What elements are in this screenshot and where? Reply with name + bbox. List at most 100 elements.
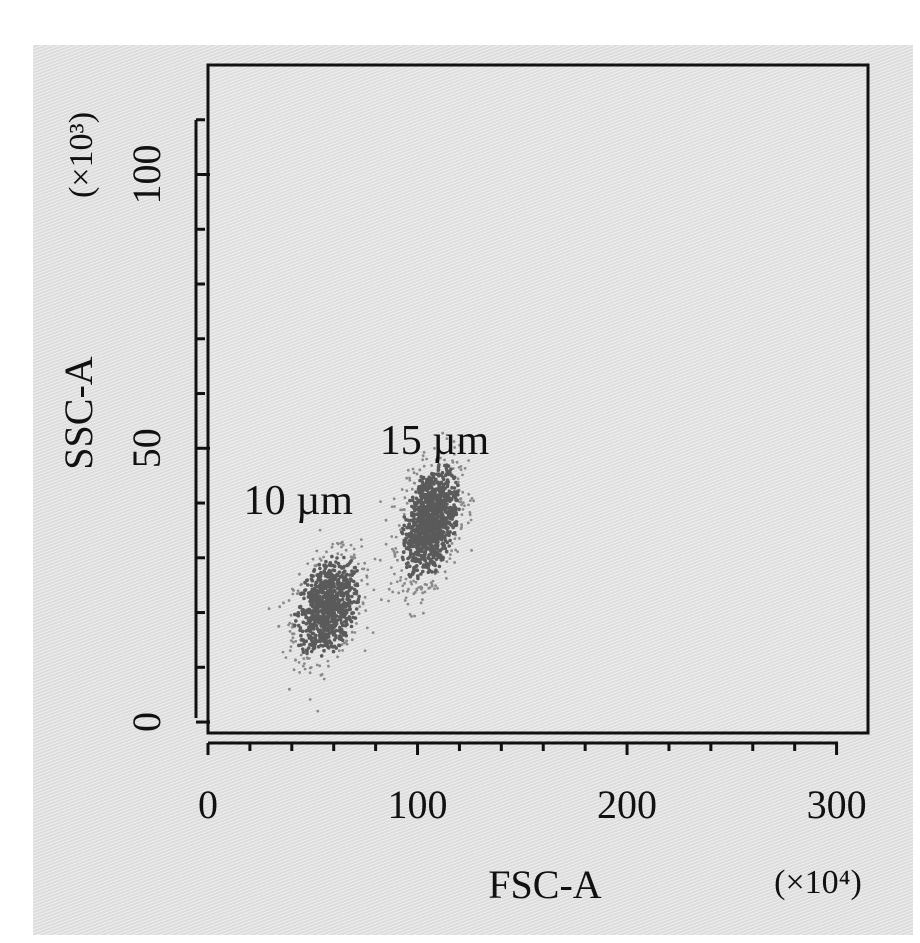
scatter-point [409,530,414,534]
scatter-point [337,615,342,619]
scatter-point [307,636,312,640]
scatter-point [457,466,461,469]
scatter-point [433,446,436,450]
scatter-point [314,640,318,644]
scatter-point [436,508,440,513]
scatter-point [430,583,434,586]
scatter-point [319,616,323,621]
scatter-point [421,529,425,534]
scatter-point [308,698,312,701]
scatter-point [337,649,341,653]
scatter-point [317,589,322,593]
scatter-point [291,636,295,640]
scatter-point [324,637,328,642]
scatter-point [282,601,285,605]
scatter-point [302,591,306,596]
scatter-point [350,594,354,599]
x-tick-label: 300 [807,782,867,827]
scatter-point [423,485,427,490]
scatter-point [434,487,439,491]
scatter-point [438,528,442,533]
scatter-point [460,523,463,527]
scatter-point [420,549,425,554]
scatter-point [397,524,401,527]
scatter-point [331,633,336,637]
scatter-point [469,518,473,522]
scatter-point [399,576,403,579]
x-tick-label: 100 [388,782,448,827]
scatter-point [302,588,307,593]
scatter-point [309,666,313,669]
scatter-point [441,483,446,488]
scatter-point [330,554,334,559]
scatter-point [423,551,428,555]
scatter-point [452,490,457,494]
scatter-point [437,555,442,560]
scatter-point [330,592,335,597]
scatter-point [432,482,436,486]
scatter-point [421,591,424,595]
scatter-point [433,587,436,591]
scatter-point [410,513,414,518]
scatter-point [315,549,319,553]
scatter-point [341,623,345,628]
scatter-point [436,467,441,472]
scatter-point [341,608,345,612]
scatter-point [335,556,339,560]
scatter-point [440,508,445,512]
scatter-point [421,543,425,547]
scatter-point [426,547,431,551]
scatter-point [427,563,431,567]
scatter-point [436,586,439,590]
scatter-point [467,459,470,462]
scatter-point [427,568,432,573]
scatter-point [459,500,463,504]
scatter-point [428,502,433,507]
scatter-point [450,542,454,545]
scatter-point [401,527,406,532]
scatter-point [345,563,349,568]
scatter-point [308,624,313,629]
scatter-point [392,497,396,501]
scatter-point [399,579,402,582]
scatter-point [335,579,340,583]
scatter-point [443,498,448,503]
scatter-point [314,584,319,589]
scatter-point [288,630,292,633]
y-unit-label: (×10³) [63,112,100,198]
scatter-point [323,579,327,584]
scatter-point [349,601,354,605]
scatter-point [419,484,423,489]
scatter-point [415,524,420,529]
scatter-point [339,611,343,616]
scatter-point [350,611,354,615]
scatter-point [393,552,396,555]
scatter-point [430,507,435,511]
scatter-point [331,623,335,627]
scatter-point [429,546,434,551]
scatter-point [443,473,448,478]
scatter-point [301,664,305,668]
scatter-point [422,451,426,454]
scatter-point [363,649,367,653]
scatter-point [440,500,444,504]
scatter-point [319,605,324,609]
scatter-point [311,608,316,613]
scatter-point [420,492,425,496]
scatter-point [291,632,294,636]
scatter-point [341,583,346,587]
scatter-point [340,597,345,602]
scatter-point [357,612,361,615]
scatter-point [423,523,428,527]
scatter-point [332,568,337,573]
scatter-point [299,653,303,657]
scatter-point [344,616,349,621]
scatter-point [463,466,467,470]
scatter-point [439,558,444,562]
scatter-point [341,630,346,635]
scatter-point [428,496,433,501]
scatter-point [294,619,298,623]
scatter-point [444,533,449,537]
scatter-point [406,468,410,472]
scatter-point [410,544,415,549]
